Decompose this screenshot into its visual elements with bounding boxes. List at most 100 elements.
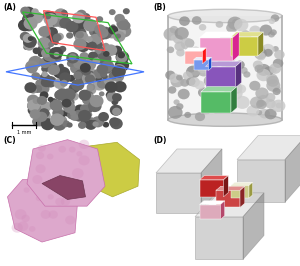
Circle shape bbox=[73, 110, 86, 122]
Circle shape bbox=[28, 105, 39, 115]
Circle shape bbox=[276, 103, 282, 108]
Circle shape bbox=[36, 112, 47, 122]
Circle shape bbox=[99, 34, 106, 40]
Polygon shape bbox=[8, 180, 78, 242]
Circle shape bbox=[227, 98, 234, 103]
Circle shape bbox=[193, 62, 206, 73]
Circle shape bbox=[86, 36, 93, 42]
Circle shape bbox=[192, 16, 202, 25]
Circle shape bbox=[66, 32, 73, 39]
Circle shape bbox=[115, 59, 129, 72]
Circle shape bbox=[31, 8, 39, 15]
Circle shape bbox=[257, 100, 265, 107]
Circle shape bbox=[184, 39, 194, 47]
Circle shape bbox=[67, 75, 75, 82]
Circle shape bbox=[100, 71, 107, 77]
Circle shape bbox=[87, 71, 95, 78]
Circle shape bbox=[61, 10, 68, 15]
Circle shape bbox=[53, 40, 59, 45]
Circle shape bbox=[271, 68, 277, 73]
Circle shape bbox=[78, 155, 90, 165]
Circle shape bbox=[235, 96, 250, 109]
Circle shape bbox=[112, 100, 117, 105]
Circle shape bbox=[33, 98, 40, 104]
Circle shape bbox=[34, 117, 43, 125]
Polygon shape bbox=[224, 176, 228, 197]
Circle shape bbox=[27, 99, 40, 111]
Circle shape bbox=[52, 34, 58, 40]
Circle shape bbox=[53, 68, 65, 78]
Circle shape bbox=[60, 80, 68, 87]
Polygon shape bbox=[184, 51, 202, 64]
Circle shape bbox=[59, 46, 66, 52]
Circle shape bbox=[53, 107, 63, 116]
Circle shape bbox=[33, 47, 40, 54]
Circle shape bbox=[181, 38, 194, 50]
Polygon shape bbox=[168, 16, 282, 120]
Circle shape bbox=[25, 60, 38, 72]
Circle shape bbox=[66, 52, 79, 64]
Circle shape bbox=[176, 103, 183, 110]
Circle shape bbox=[38, 43, 50, 54]
Circle shape bbox=[71, 79, 84, 91]
Circle shape bbox=[82, 95, 94, 105]
Circle shape bbox=[39, 105, 49, 114]
Circle shape bbox=[184, 112, 191, 118]
Circle shape bbox=[121, 21, 130, 30]
Circle shape bbox=[228, 16, 242, 30]
Circle shape bbox=[116, 53, 128, 63]
Circle shape bbox=[106, 91, 115, 99]
Circle shape bbox=[35, 164, 46, 173]
Circle shape bbox=[85, 74, 92, 81]
Circle shape bbox=[112, 64, 126, 76]
Circle shape bbox=[39, 57, 51, 68]
Circle shape bbox=[265, 99, 276, 109]
Circle shape bbox=[73, 27, 86, 39]
Circle shape bbox=[240, 67, 248, 74]
Circle shape bbox=[92, 78, 106, 90]
Circle shape bbox=[273, 59, 283, 68]
Circle shape bbox=[23, 36, 37, 48]
Circle shape bbox=[70, 112, 80, 121]
Circle shape bbox=[22, 18, 32, 26]
Circle shape bbox=[76, 151, 82, 156]
Circle shape bbox=[271, 14, 279, 22]
Circle shape bbox=[89, 34, 102, 45]
Circle shape bbox=[20, 32, 30, 41]
Circle shape bbox=[87, 101, 98, 111]
Circle shape bbox=[67, 111, 77, 119]
Circle shape bbox=[72, 12, 85, 23]
Circle shape bbox=[98, 53, 112, 65]
Circle shape bbox=[69, 147, 76, 153]
Circle shape bbox=[228, 87, 243, 100]
Circle shape bbox=[55, 198, 64, 206]
Circle shape bbox=[87, 41, 97, 51]
Circle shape bbox=[253, 60, 263, 69]
Circle shape bbox=[255, 88, 268, 99]
Circle shape bbox=[74, 69, 88, 81]
Circle shape bbox=[52, 18, 61, 27]
Circle shape bbox=[31, 106, 37, 111]
Circle shape bbox=[45, 103, 52, 109]
Circle shape bbox=[18, 19, 32, 31]
Circle shape bbox=[230, 39, 243, 50]
Polygon shape bbox=[184, 48, 206, 51]
Circle shape bbox=[115, 34, 121, 39]
Polygon shape bbox=[237, 136, 300, 160]
Circle shape bbox=[170, 76, 184, 87]
Circle shape bbox=[41, 65, 49, 72]
Circle shape bbox=[249, 26, 261, 36]
Circle shape bbox=[118, 52, 125, 59]
Circle shape bbox=[188, 66, 195, 73]
Circle shape bbox=[270, 29, 277, 35]
Circle shape bbox=[76, 10, 86, 19]
Circle shape bbox=[44, 76, 57, 88]
Circle shape bbox=[216, 21, 223, 28]
Circle shape bbox=[176, 75, 183, 81]
Circle shape bbox=[179, 16, 190, 26]
Circle shape bbox=[225, 89, 235, 97]
Circle shape bbox=[52, 108, 64, 118]
Circle shape bbox=[106, 27, 119, 39]
Polygon shape bbox=[206, 61, 242, 66]
Circle shape bbox=[57, 18, 68, 28]
